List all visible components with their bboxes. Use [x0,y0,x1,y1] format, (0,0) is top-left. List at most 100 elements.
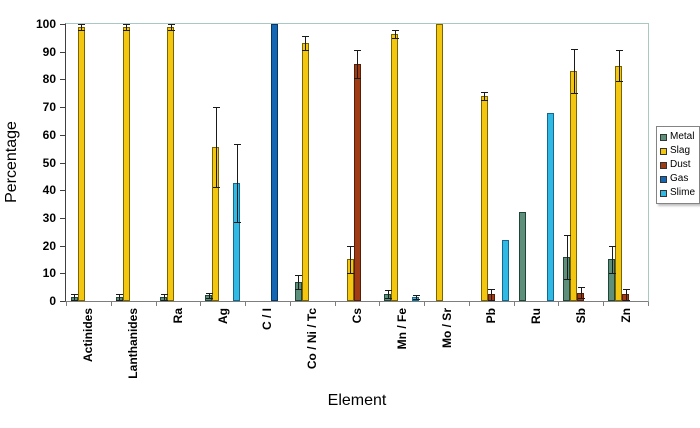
category-label-lanthanides: Lanthanides [126,308,141,379]
y-tick-70 [60,107,65,109]
errorbar-slag-lanthanides [126,24,128,30]
errorbar-slag-pb-cap-bottom [481,100,489,102]
y-tick-label-60: 60 [42,127,56,142]
errorbar-slag-sb-cap-top [570,48,578,50]
errorbar-slag-mn-fe-cap-bottom [391,37,399,39]
errorbar-slag-ag [215,107,217,188]
errorbar-metal-lanthanides-cap-top [116,294,124,296]
errorbar-metal-ra-cap-top [160,294,168,296]
legend-item-slime: Slime [660,186,695,200]
y-tick-label-100: 100 [35,17,56,31]
x-axis-title: Element [327,392,387,409]
errorbar-metal-lanthanides-cap-bottom [116,299,124,301]
legend-item-gas: Gas [660,172,695,186]
y-axis-title: Percentage [3,121,20,203]
y-tick-label-30: 30 [42,210,56,225]
category-label-sb: Sb [573,308,588,324]
errorbar-metal-sb-cap-bottom [563,278,571,280]
x-tick-4 [245,302,247,306]
errorbar-dust-zn-cap-bottom [622,299,630,301]
errorbar-slag-sb [573,48,575,94]
y-tick-10 [60,273,65,275]
bar-slag-co-ni-tc [301,43,309,301]
errorbar-metal-actinides-cap-top [71,294,79,296]
errorbar-slag-actinides-cap-top [78,24,86,25]
x-tick-9 [468,302,470,306]
y-tick-label-80: 80 [42,72,56,87]
legend-swatch-dust [660,161,667,169]
bar-slag-mn-fe [391,33,399,301]
errorbar-metal-sb [566,234,568,279]
errorbar-slag-lanthanides-cap-bottom [123,29,131,31]
errorbar-slime-mn-fe [415,294,417,300]
legend: Metal Slag Dust Gas Slime [656,126,700,204]
bar-slag-sb [570,71,578,301]
errorbar-metal-zn [611,245,613,274]
errorbar-dust-pb-cap-bottom [488,299,496,301]
x-tick-6 [334,302,336,306]
bar-gas-c-i [270,24,278,301]
y-tick-label-40: 40 [42,183,56,198]
legend-label-metal: Metal [670,131,695,142]
bar-slag-ra [167,26,175,301]
legend-item-dust: Dust [660,158,695,172]
errorbar-slag-cs-cap-bottom [347,273,354,275]
category-label-mn-fe: Mn / Fe [394,308,409,350]
errorbar-metal-sb-cap-top [563,234,571,236]
category-label-zn: Zn [618,308,633,323]
errorbar-metal-actinides-cap-bottom [71,299,79,301]
legend-swatch-slag [660,147,667,155]
errorbar-metal-lanthanides [119,294,121,300]
x-tick-5 [289,302,291,306]
y-tick-label-90: 90 [42,44,56,59]
bar-slag-actinides [77,26,85,301]
legend-item-slag: Slag [660,144,695,158]
errorbar-slag-pb [484,91,486,101]
y-tick-90 [60,51,65,53]
errorbar-slag-ra [170,24,172,30]
legend-item-metal: Metal [660,130,695,144]
legend-label-slime: Slime [670,187,696,198]
category-label-ra: Ra [170,308,185,324]
errorbar-metal-ra [163,294,165,300]
x-tick-3 [200,302,202,306]
x-tick-12 [603,302,605,306]
errorbar-slag-co-ni-tc-cap-top [302,36,310,38]
errorbar-slag-ag-cap-top [212,107,220,109]
errorbar-metal-mn-fe-cap-top [384,289,392,291]
y-tick-100 [60,24,65,25]
category-label-mo-sr: Mo / Sr [439,308,454,349]
y-tick-80 [60,79,65,81]
errorbar-dust-cs-cap-top [354,50,361,52]
errorbar-dust-zn [625,288,627,300]
y-tick-label-10: 10 [42,266,56,281]
y-tick-label-70: 70 [42,100,56,115]
category-label-actinides: Actinides [81,308,96,363]
errorbar-metal-co-ni-tc-cap-bottom [295,288,303,290]
y-tick-30 [60,217,65,219]
x-tick-8 [424,302,426,306]
errorbar-metal-co-ni-tc-cap-top [295,274,303,276]
legend-swatch-metal [660,133,667,141]
errorbar-metal-ra-cap-bottom [160,299,168,301]
bar-metal-ru [518,212,526,301]
errorbar-slag-lanthanides-cap-top [123,24,131,25]
x-tick-11 [558,302,560,306]
errorbar-metal-ag-cap-bottom [205,298,213,300]
legend-swatch-slime [660,189,667,197]
errorbar-slag-ra-cap-top [167,24,175,25]
errorbar-slag-mn-fe-cap-top [391,29,399,31]
errorbar-dust-cs-cap-bottom [354,78,361,79]
errorbar-slime-mn-fe-cap-top [412,294,420,296]
errorbar-metal-co-ni-tc [298,274,300,289]
errorbar-dust-pb-cap-top [488,288,496,290]
y-tick-label-20: 20 [42,238,56,253]
errorbar-metal-mn-fe [387,289,389,299]
errorbar-metal-actinides [74,294,76,300]
errorbar-metal-ag-cap-top [205,292,213,294]
errorbar-slime-ag-cap-bottom [233,222,241,224]
x-tick-1 [110,302,112,306]
y-tick-0 [60,301,65,302]
category-label-co-ni-tc: Co / Ni / Tc [305,308,320,370]
